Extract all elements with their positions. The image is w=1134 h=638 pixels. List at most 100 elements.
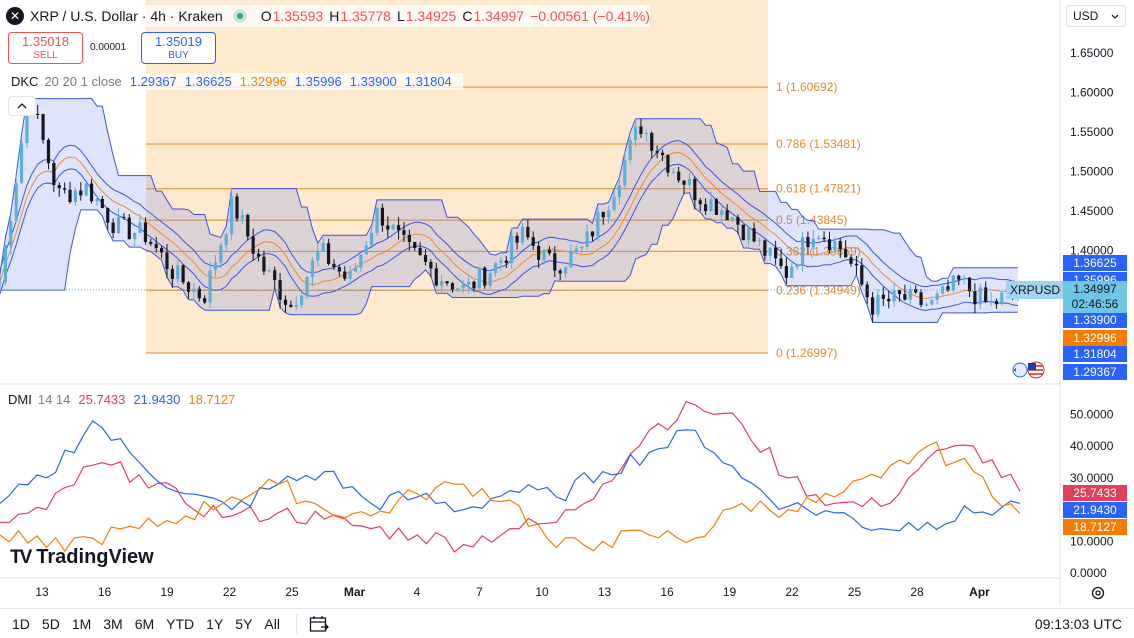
candle-body: [461, 284, 465, 289]
candle-body: [924, 304, 929, 306]
currency-select[interactable]: USD: [1066, 5, 1126, 27]
time-tick-label: 28: [910, 585, 924, 599]
buy-button[interactable]: 1.35019 BUY: [141, 32, 216, 64]
low-value: 1.34925: [405, 8, 457, 24]
candle-body: [962, 277, 966, 280]
range-all[interactable]: All: [264, 615, 280, 632]
channel-fill: [0, 98, 1018, 323]
candle-body: [57, 185, 61, 189]
candle-body: [186, 282, 191, 292]
candle-body: [510, 235, 514, 264]
candle-body: [89, 183, 94, 202]
us-flag-icon[interactable]: [1010, 361, 1046, 379]
bar-countdown: 02:46:56: [1071, 297, 1119, 311]
candle-body: [957, 275, 961, 280]
dmi-value-minus: 18.7127: [188, 392, 236, 407]
tradingview-logo[interactable]: TV TradingView: [10, 546, 154, 569]
dmi-value-adx: 25.7433: [78, 392, 126, 407]
candle-body: [757, 240, 762, 242]
dmi-legend[interactable]: DMI 14 14 25.7433 21.9430 18.7127: [8, 392, 243, 407]
candle-body: [601, 211, 605, 218]
candle-body: [477, 267, 481, 289]
fib-level-label: 0.618 (1.47821): [776, 182, 861, 196]
candle-body: [806, 236, 810, 248]
price-tick-label: 1.55000: [1070, 125, 1114, 139]
candle-body: [558, 270, 562, 274]
basis-line: [0, 151, 1019, 300]
price-tag: 1.33900: [1063, 312, 1127, 328]
symbol-title[interactable]: XRP / U.S. Dollar · 4h · Kraken: [30, 8, 223, 24]
time-tick-label: 19: [723, 585, 737, 599]
candle-body: [747, 228, 751, 241]
price-tick-label: 1.50000: [1070, 165, 1114, 179]
candle-body: [3, 245, 7, 283]
gear-icon[interactable]: [1090, 585, 1106, 601]
candle-body: [176, 265, 180, 279]
candle-body: [908, 289, 912, 300]
candle-body: [774, 247, 778, 259]
dmi-line-di: [0, 441, 1021, 553]
symbol-tag: XRPUSD: [1006, 281, 1065, 299]
logo-text: TradingView: [36, 546, 154, 568]
candle-body: [703, 204, 708, 212]
candle-body: [671, 171, 675, 173]
candle-body: [493, 262, 498, 274]
candle-body: [294, 305, 298, 307]
close-x-icon[interactable]: ✕: [6, 7, 24, 25]
dmi-name[interactable]: DMI: [8, 392, 32, 407]
candle-body: [116, 216, 121, 233]
candle-body: [36, 113, 40, 115]
candle-body: [811, 238, 815, 248]
goto-date-calendar-icon[interactable]: [309, 615, 329, 633]
candle-body: [736, 217, 740, 225]
utc-clock[interactable]: 09:13:03 UTC: [1034, 615, 1122, 632]
candle-body: [967, 277, 972, 292]
range-1m[interactable]: 1M: [71, 615, 92, 632]
candle-body: [41, 114, 45, 140]
range-5y[interactable]: 5Y: [235, 615, 253, 632]
candle-body: [612, 197, 616, 211]
candle-body: [197, 288, 201, 299]
candle-body: [531, 237, 535, 246]
candle-body: [203, 298, 207, 303]
candle-body: [235, 196, 239, 219]
candle-body: [725, 210, 729, 221]
range-1y[interactable]: 1Y: [206, 615, 224, 632]
sell-label: SELL: [33, 50, 58, 61]
candle-body: [278, 280, 282, 300]
candle-body: [784, 266, 788, 278]
candle-body: [450, 283, 455, 290]
candle-body: [230, 196, 234, 235]
candle-body: [838, 241, 842, 250]
candle-body: [994, 300, 999, 305]
price-tick-label: 1.45000: [1070, 204, 1114, 218]
candle-body: [95, 199, 99, 202]
range-ytd[interactable]: YTD: [166, 615, 195, 632]
candle-body: [138, 222, 142, 234]
fib-zone: [146, 0, 768, 353]
symbol-header[interactable]: ✕ XRP / U.S. Dollar · 4h · Kraken O 1.35…: [6, 5, 650, 27]
candle-body: [472, 281, 476, 289]
price-tick-label: 1.40000: [1070, 243, 1114, 257]
sell-button[interactable]: 1.35018 SELL: [8, 32, 83, 64]
range-6m[interactable]: 6M: [134, 615, 155, 632]
candle-body: [100, 199, 104, 209]
candle-body: [617, 185, 622, 198]
candle-body: [321, 243, 325, 252]
candle-body: [714, 199, 718, 215]
dmi-tick-label: 40.0000: [1070, 439, 1114, 453]
candle-body: [919, 292, 923, 305]
candle-body: [348, 271, 352, 279]
candle-body: [353, 267, 358, 272]
indicator-legend[interactable]: DKC 20 20 1 close 1.29367 1.36625 1.3299…: [8, 73, 463, 90]
high-key: H: [329, 8, 340, 24]
candle-body: [677, 171, 681, 181]
range-5d[interactable]: 5D: [41, 615, 60, 632]
range-1d[interactable]: 1D: [12, 615, 30, 632]
collapse-legend-button[interactable]: [8, 96, 36, 116]
range-3m[interactable]: 3M: [103, 615, 123, 632]
candle-body: [440, 281, 444, 286]
candle-body: [326, 243, 331, 264]
indicator-name[interactable]: DKC: [11, 74, 39, 89]
